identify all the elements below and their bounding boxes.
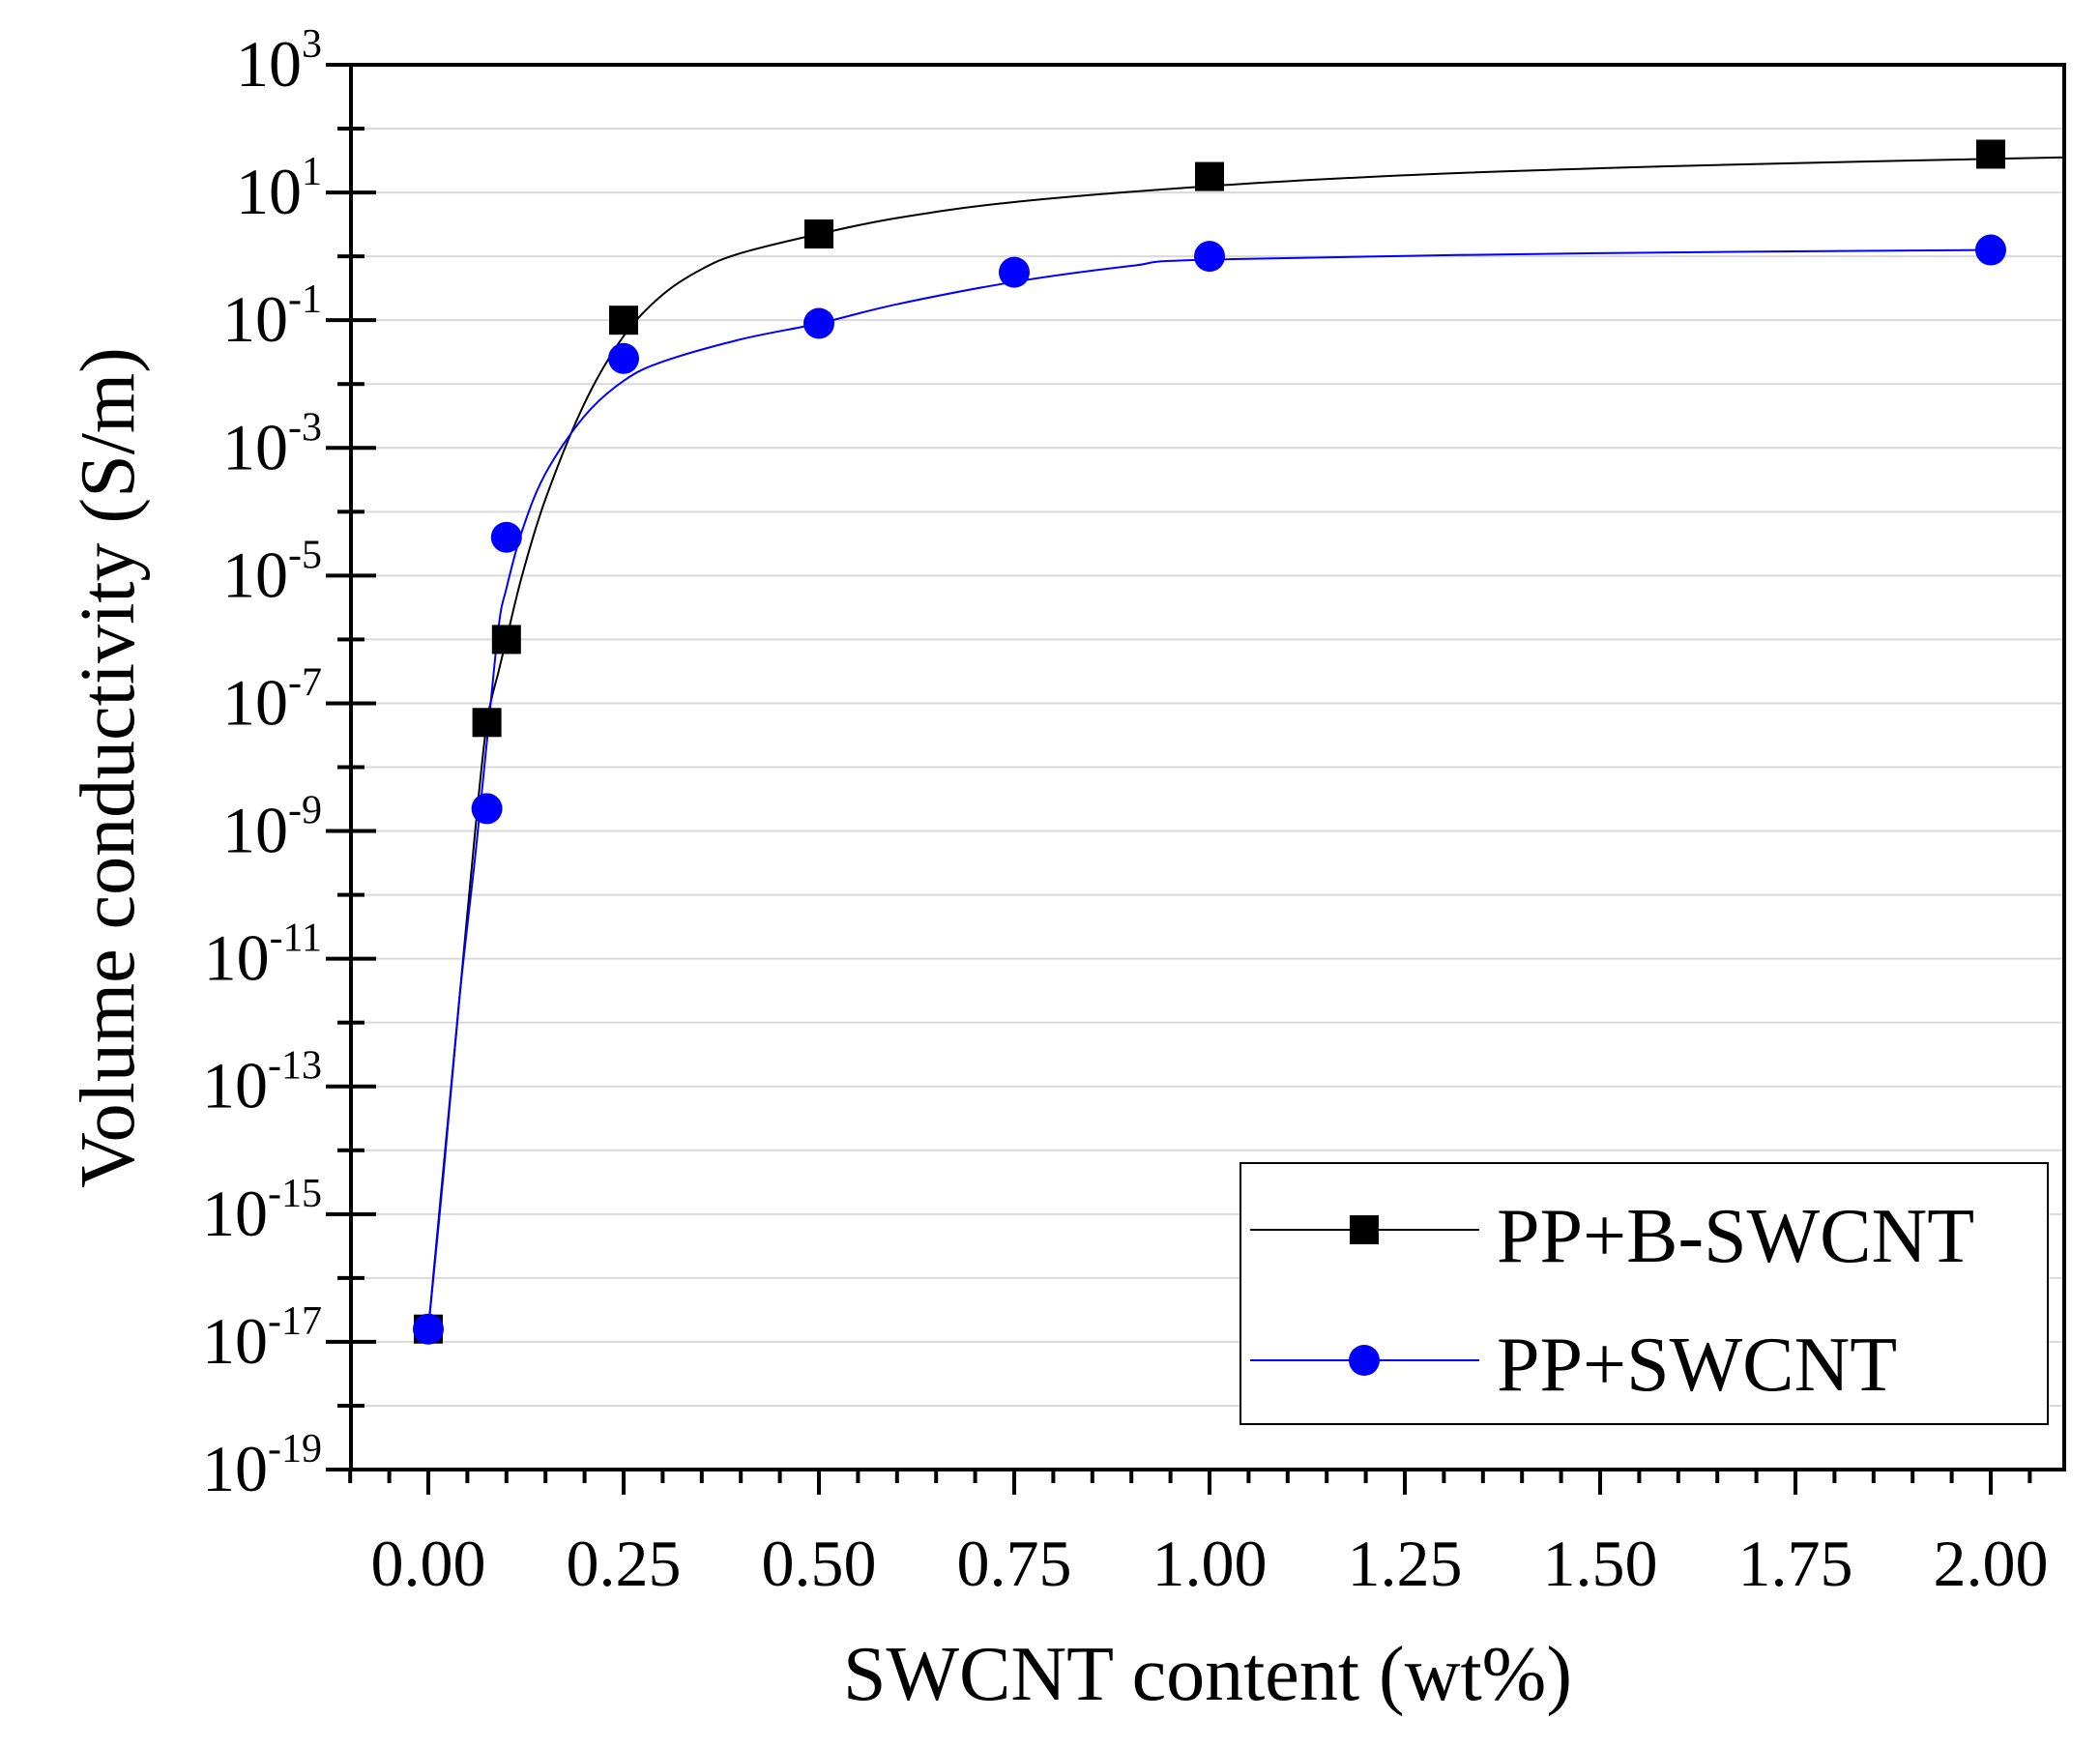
y-tick-label: 10-9 [222, 789, 322, 867]
x-tick-label: 1.75 [1738, 1527, 1853, 1600]
y-tick-label: 10-5 [222, 533, 322, 611]
y-tick-label: 103 [236, 22, 322, 101]
legend: PP+B-SWCNT PP+SWCNT [1240, 1162, 2049, 1425]
x-tick-label: 2.00 [1934, 1527, 2049, 1600]
marker-pp-swcnt [471, 793, 503, 825]
marker-pp-swcnt [608, 342, 639, 374]
marker-pp-swcnt [803, 307, 834, 339]
x-tick-label: 1.00 [1152, 1527, 1268, 1600]
marker-pp-swcnt [1194, 241, 1225, 273]
marker-pp-swcnt [413, 1313, 444, 1345]
x-tick-labels: 0.00 0.25 0.50 0.75 1.00 1.25 1.50 1.75 2.00 [371, 1527, 2049, 1600]
x-axis-ticks [348, 1470, 2032, 1495]
y-tick-labels: 103 101 10-1 10-3 10-5 10-7 10-9 10-11 10-13 10-1… [202, 22, 322, 1505]
marker-pp-swcnt [1975, 234, 2006, 266]
x-tick-label: 1.25 [1348, 1527, 1463, 1600]
y-tick-label: 10-19 [202, 1427, 322, 1505]
y-axis-ticks [326, 63, 376, 1471]
legend-box [1240, 1162, 2049, 1425]
marker-pp-swcnt [490, 521, 522, 553]
x-tick-label: 0.75 [957, 1527, 1072, 1600]
marker-pp-swcnt [999, 256, 1030, 288]
x-tick-label: 0.50 [762, 1527, 877, 1600]
y-axis-title: Volume conductivity (S/m) [66, 347, 151, 1188]
y-tick-label: 10-7 [222, 660, 322, 739]
marker-pp-b-swcnt [1195, 161, 1224, 191]
fit-curve-pp-swcnt [427, 248, 1992, 1329]
marker-pp-b-swcnt [491, 625, 521, 655]
y-tick-label: 10-13 [202, 1044, 322, 1122]
legend-marker-pp-b-swcnt [1350, 1215, 1379, 1244]
x-tick-label: 0.00 [371, 1527, 486, 1600]
y-tick-label: 10-11 [204, 917, 322, 995]
x-axis-title: SWCNT content (wt%) [843, 1632, 1572, 1717]
legend-marker-pp-swcnt [1349, 1345, 1380, 1376]
fit-curve-pp-b-swcnt [427, 156, 2065, 1329]
y-tick-label: 10-17 [202, 1299, 322, 1378]
x-tick-label: 1.50 [1543, 1527, 1658, 1600]
fit-curves [427, 156, 2065, 1329]
y-tick-label: 10-1 [222, 277, 322, 356]
marker-pp-b-swcnt [1976, 139, 2005, 169]
x-tick-label: 0.25 [567, 1527, 682, 1600]
marker-pp-b-swcnt [472, 708, 502, 738]
y-tick-label: 10-15 [202, 1172, 322, 1250]
marker-pp-b-swcnt [609, 306, 638, 335]
grid-lines [351, 128, 2064, 1407]
y-tick-label: 101 [236, 150, 322, 228]
legend-label-pp-swcnt: PP+SWCNT [1497, 1323, 1897, 1408]
y-tick-label: 10-3 [222, 405, 322, 483]
data-markers [413, 139, 2006, 1345]
legend-label-pp-b-swcnt: PP+B-SWCNT [1497, 1194, 1974, 1279]
marker-pp-b-swcnt [804, 219, 833, 249]
